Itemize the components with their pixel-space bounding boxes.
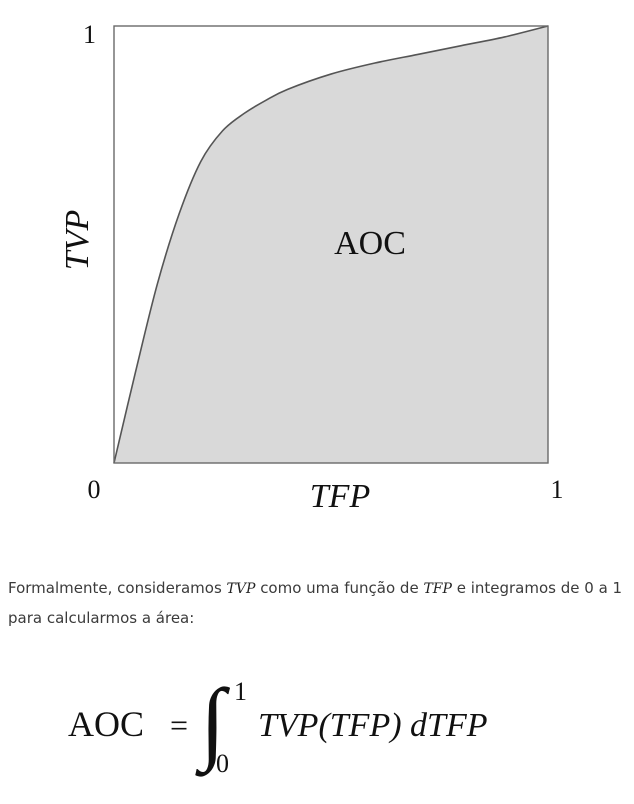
explanation-text-3: e integramos de 0 a 1 para calcularmos a… <box>8 579 623 627</box>
x-tick-max: 1 <box>551 475 564 504</box>
roc-curve-line <box>113 25 549 464</box>
x-axis-title: TFP <box>310 478 370 515</box>
explanation-paragraph: Formalmente, consideramos TVP como uma f… <box>8 574 628 633</box>
explanation-text-1: Formalmente, consideramos <box>8 579 227 597</box>
roc-chart: 1 0 1 TFP TVP AOC <box>59 20 564 515</box>
tvp-variable: TVP <box>226 581 256 597</box>
auc-formula: AOC = ∫ 1 0 TVP(TFP) dTFP <box>0 660 634 800</box>
tfp-variable: TFP <box>423 581 452 597</box>
y-tick-max: 1 <box>83 20 96 49</box>
explanation-text-2: como uma função de <box>255 579 424 597</box>
y-axis-title: TVP <box>59 210 96 270</box>
area-under-curve-fill <box>114 26 548 463</box>
area-label: AOC <box>334 225 406 262</box>
plot-frame <box>113 25 549 464</box>
formula-lhs: AOC <box>68 704 144 744</box>
integral-sign: ∫ <box>195 670 230 777</box>
formula-equals: = <box>170 707 188 743</box>
integral-upper-limit: 1 <box>234 677 247 706</box>
roc-chart-svg: 1 0 1 TFP TVP AOC <box>59 20 564 515</box>
integral-lower-limit: 0 <box>216 749 229 778</box>
origin-tick: 0 <box>88 475 101 504</box>
integrand: TVP(TFP) dTFP <box>258 707 487 744</box>
formula-svg: AOC = ∫ 1 0 TVP(TFP) dTFP <box>68 670 487 778</box>
